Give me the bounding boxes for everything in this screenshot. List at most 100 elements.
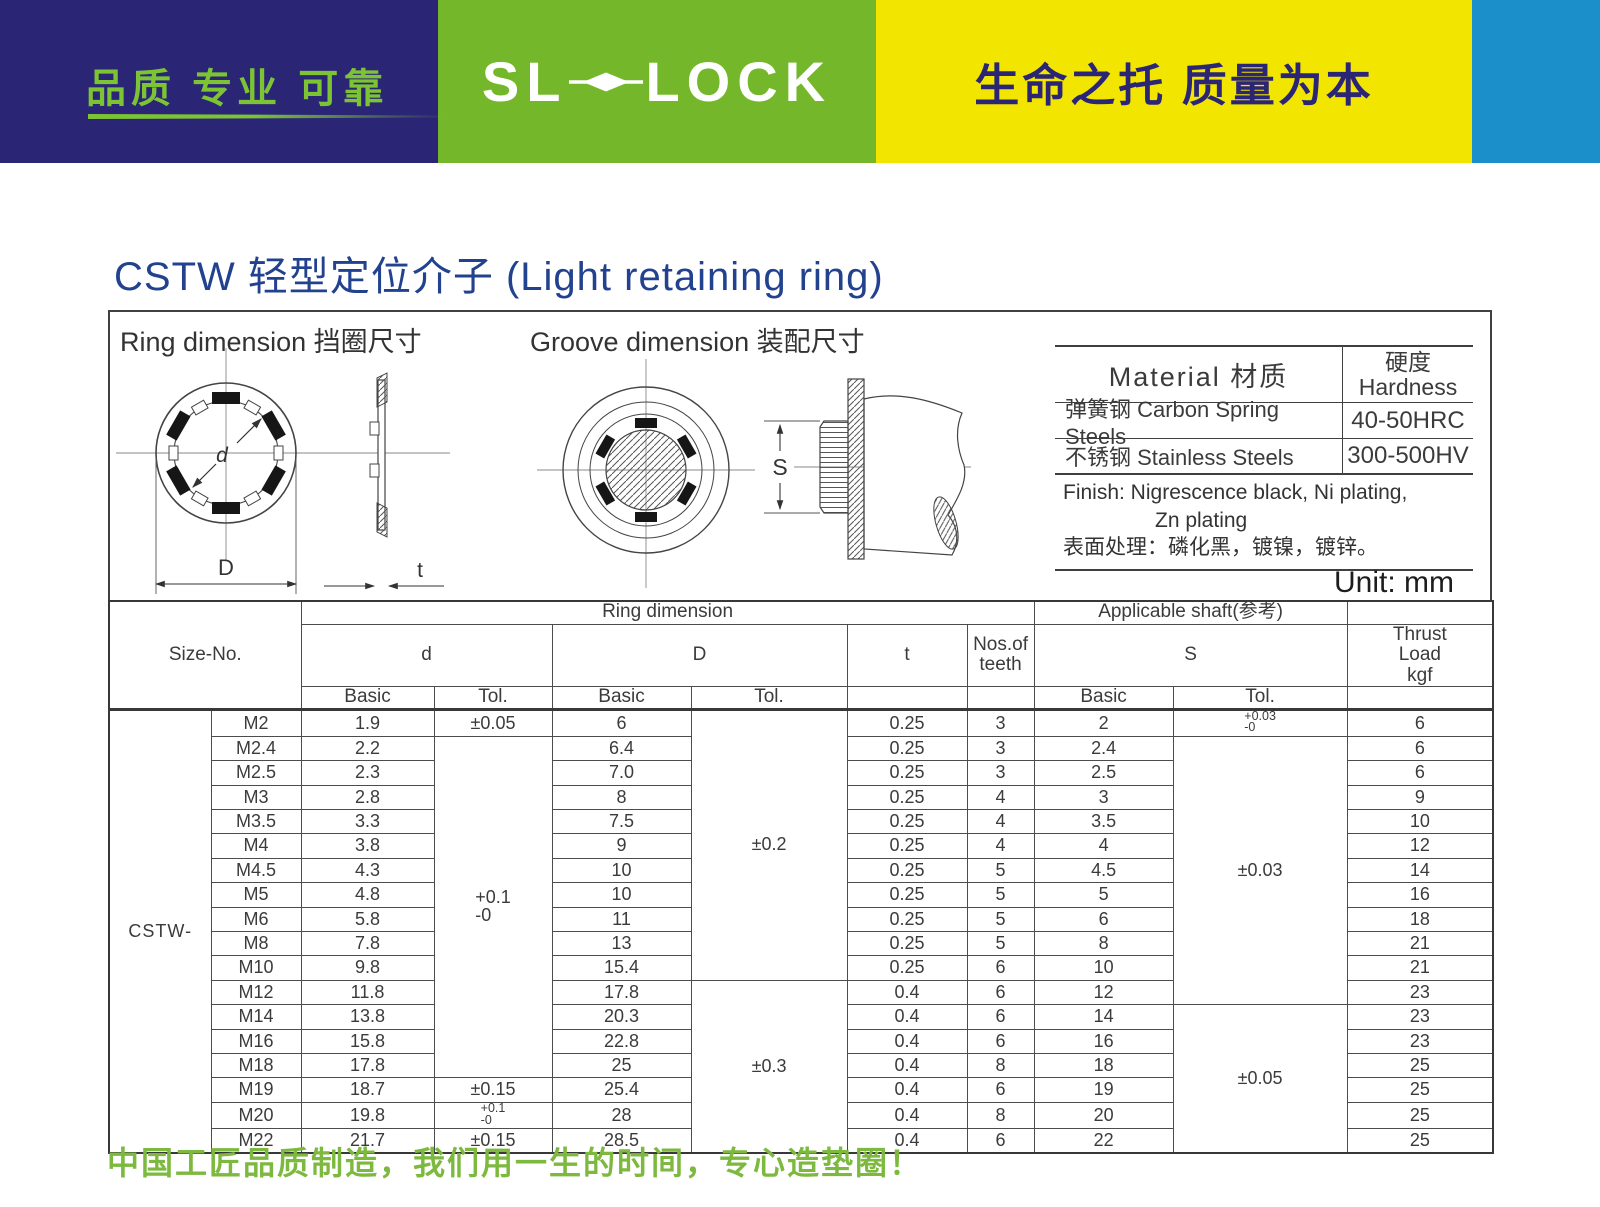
cell-s-basic: 4.5 bbox=[1033, 857, 1174, 884]
cell-thrust-load: 6 bbox=[1346, 708, 1494, 737]
header-empty bbox=[846, 686, 968, 711]
groove-side-view-diagram: S bbox=[764, 378, 971, 560]
header-size-no: Size-No. bbox=[108, 600, 302, 711]
table-row: M12 11.8 17.8 ±0.3 0.4 6 12 23 bbox=[109, 979, 1494, 1154]
header-s-tol: Tol. bbox=[1172, 686, 1348, 711]
dim-label-d: d bbox=[216, 444, 229, 467]
material-row: 不锈钢 Stainless Steels 300-500HV bbox=[1055, 439, 1473, 475]
cell-t: 0.25 bbox=[846, 809, 968, 835]
cell-d-basic: 4.8 bbox=[300, 882, 435, 908]
table-row: M20 19.8 +0.1 -0 28 0.4 8 20 25 bbox=[109, 1101, 1494, 1130]
cell-teeth: 6 bbox=[966, 1128, 1035, 1154]
groove-front-view-diagram bbox=[537, 359, 755, 588]
cell-t: 0.25 bbox=[846, 906, 968, 933]
header-ring-dimension: Ring dimension bbox=[300, 600, 1035, 625]
header-empty bbox=[966, 686, 1035, 711]
cell-size: M16 bbox=[210, 1028, 302, 1054]
cell-t: 0.25 bbox=[846, 760, 968, 786]
cell-size: M18 bbox=[210, 1052, 302, 1079]
cell-thrust-load: 6 bbox=[1346, 735, 1494, 762]
header-empty bbox=[1346, 686, 1494, 711]
table-row: M2.5 2.3 7.0 0.25 3 2.5 6 bbox=[109, 760, 1494, 786]
cell-s-basic: 6 bbox=[1033, 906, 1174, 933]
cell-teeth: 6 bbox=[966, 955, 1035, 981]
cell-teeth: 4 bbox=[966, 809, 1035, 835]
header-band-navy: 品质 专业 可靠 bbox=[0, 0, 454, 163]
header-s-basic: Basic bbox=[1033, 686, 1174, 711]
header-s: S bbox=[1033, 623, 1348, 688]
cell-thrust-load: 14 bbox=[1346, 857, 1494, 884]
header-teeth: Nos.of teeth bbox=[966, 623, 1035, 688]
header-D: D bbox=[551, 623, 848, 688]
diagram-section: Ring dimension 挡圈尺寸 Groove dimension 装配尺… bbox=[108, 310, 1492, 600]
cell-s-basic: 10 bbox=[1033, 955, 1174, 981]
brand-logo: SL LOCK bbox=[482, 49, 832, 114]
cell-teeth: 3 bbox=[966, 735, 1035, 762]
cell-thrust-load: 12 bbox=[1346, 833, 1494, 859]
hardness-header-cell: 硬度 Hardness bbox=[1342, 347, 1473, 402]
cell-size: M19 bbox=[210, 1077, 302, 1103]
cell-t: 0.4 bbox=[846, 1004, 968, 1030]
quality-slogan: 品质 专业 可靠 bbox=[86, 67, 389, 111]
cell-t: 0.25 bbox=[846, 882, 968, 908]
cell-t: 0.25 bbox=[846, 784, 968, 811]
cell-teeth: 5 bbox=[966, 882, 1035, 908]
spec-table: Size-No. Ring dimension Applicable shaft… bbox=[108, 600, 1495, 1155]
cell-thrust-load: 16 bbox=[1346, 882, 1494, 908]
cell-D-tol: ±0.3 bbox=[690, 979, 848, 1154]
cell-thrust-load: 25 bbox=[1346, 1101, 1494, 1130]
cell-d-basic: 15.8 bbox=[300, 1028, 435, 1054]
cell-thrust-load: 23 bbox=[1346, 979, 1494, 1006]
cell-d-basic: 13.8 bbox=[300, 1004, 435, 1030]
cell-size: M4.5 bbox=[210, 857, 302, 884]
cell-s-basic: 2 bbox=[1033, 708, 1174, 737]
spec-table-body: CSTW- M2 1.9 ±0.05 6 ±0.2 0.25 3 2 +0.03 -0 6 M2.4 2… bbox=[108, 708, 1494, 1154]
cell-D-basic: 28 bbox=[551, 1101, 692, 1130]
cell-D-basic: 9 bbox=[551, 833, 692, 859]
cell-teeth: 3 bbox=[966, 708, 1035, 737]
cell-d-basic: 11.8 bbox=[300, 979, 435, 1006]
cell-size: M10 bbox=[210, 955, 302, 981]
mission-slogan: 生命之托 质量为本 bbox=[974, 60, 1374, 111]
ring-side-view-diagram: t bbox=[320, 372, 450, 590]
table-row: M4 3.8 9 0.25 4 4 12 bbox=[109, 833, 1494, 859]
cell-teeth: 8 bbox=[966, 1052, 1035, 1079]
cell-t: 0.25 bbox=[846, 857, 968, 884]
header-D-basic: Basic bbox=[551, 686, 692, 711]
cell-t: 0.4 bbox=[846, 1077, 968, 1103]
table-row: M3 2.8 8 0.25 4 3 9 bbox=[109, 784, 1494, 811]
groove-dimension-label: Groove dimension 装配尺寸 bbox=[530, 327, 865, 357]
cell-D-basic: 10 bbox=[551, 857, 692, 884]
cell-D-basic: 22.8 bbox=[551, 1028, 692, 1054]
cell-d-basic: 19.8 bbox=[300, 1101, 435, 1130]
cell-s-basic: 14 bbox=[1033, 1004, 1174, 1030]
ring-teeth bbox=[166, 392, 286, 514]
cell-D-basic: 7.5 bbox=[551, 809, 692, 835]
header-band-blue bbox=[1472, 0, 1600, 163]
cell-d-basic: 3.3 bbox=[300, 809, 435, 835]
cell-D-basic: 25.4 bbox=[551, 1077, 692, 1103]
cell-size: M3 bbox=[210, 784, 302, 811]
cell-thrust-load: 18 bbox=[1346, 906, 1494, 933]
ring-notches bbox=[168, 399, 284, 507]
cell-t: 0.4 bbox=[846, 1101, 968, 1130]
cell-series-prefix: CSTW- bbox=[108, 708, 212, 1154]
cell-d-basic: 18.7 bbox=[300, 1077, 435, 1103]
table-row: M14 13.8 20.3 0.4 6 14 ±0.05 23 bbox=[109, 1004, 1494, 1154]
dim-label-t: t bbox=[417, 559, 423, 582]
table-row: M6 5.8 11 0.25 5 6 18 bbox=[109, 906, 1494, 933]
cell-D-basic: 8 bbox=[551, 784, 692, 811]
cell-size: M20 bbox=[210, 1101, 302, 1130]
cell-teeth: 6 bbox=[966, 1028, 1035, 1054]
cell-thrust-load: 25 bbox=[1346, 1052, 1494, 1079]
cell-D-basic: 10 bbox=[551, 882, 692, 908]
cell-s-basic: 16 bbox=[1033, 1028, 1174, 1054]
cell-teeth: 4 bbox=[966, 784, 1035, 811]
cell-size: M3.5 bbox=[210, 809, 302, 835]
cell-d-basic: 3.8 bbox=[300, 833, 435, 859]
cell-thrust-load: 25 bbox=[1346, 1077, 1494, 1103]
cell-s-basic: 3 bbox=[1033, 784, 1174, 811]
cell-D-basic: 15.4 bbox=[551, 955, 692, 981]
spec-table-head: Size-No. Ring dimension Applicable shaft… bbox=[108, 600, 1494, 711]
cell-d-basic: 5.8 bbox=[300, 906, 435, 933]
